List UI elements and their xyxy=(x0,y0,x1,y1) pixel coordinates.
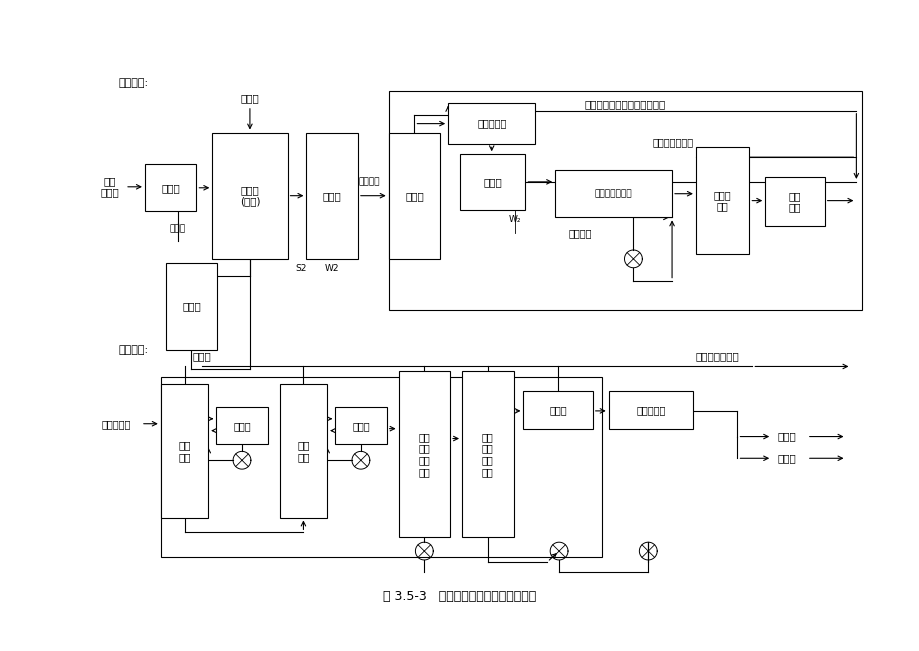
Bar xyxy=(461,372,513,537)
Text: W2: W2 xyxy=(324,264,339,273)
Text: 再生碏液: 再生碏液 xyxy=(568,229,592,238)
Bar xyxy=(161,384,208,518)
Text: 回流罐: 回流罐 xyxy=(233,421,251,431)
Text: 缓冲罐: 缓冲罐 xyxy=(161,183,180,193)
Bar xyxy=(279,384,327,518)
Bar xyxy=(388,91,861,310)
Text: 酸性气体去火芲: 酸性气体去火芲 xyxy=(652,137,693,147)
Text: 粗丙
烯丙
烷分
离塔: 粗丙 烯丙 烷分 离塔 xyxy=(418,432,430,477)
Bar xyxy=(448,103,535,145)
Bar xyxy=(554,170,672,217)
Text: 抚提塔: 抚提塔 xyxy=(323,191,341,201)
Bar xyxy=(608,391,692,428)
Text: W₂: W₂ xyxy=(507,215,520,224)
Text: 精丙烯: 精丙烯 xyxy=(777,432,795,441)
Text: 外送缓冲罐: 外送缓冲罐 xyxy=(635,405,664,415)
Text: 乙醇胺: 乙醇胺 xyxy=(240,93,259,103)
Bar xyxy=(216,407,267,445)
Text: 图 3.5-3   气分装置工艺污染流程示意图: 图 3.5-3 气分装置工艺污染流程示意图 xyxy=(383,590,536,603)
Text: 沉降罐: 沉降罐 xyxy=(482,177,502,187)
Text: 二硫化物分离罐: 二硫化物分离罐 xyxy=(595,189,631,198)
Text: 去火炬: 去火炬 xyxy=(169,225,186,234)
Text: 回流罐: 回流罐 xyxy=(549,405,566,415)
Bar xyxy=(144,164,196,212)
Text: 精丙
烯丙
烷分
离塔: 精丙 烯丙 烷分 离塔 xyxy=(482,432,494,477)
Text: 脱丙
烷塔: 脱丙 烷塔 xyxy=(178,440,190,462)
Text: 净化后石油液化气去气分装置: 净化后石油液化气去气分装置 xyxy=(584,99,665,109)
Text: 再生塔: 再生塔 xyxy=(182,301,200,311)
Bar xyxy=(388,133,439,259)
Text: 压缩空气: 压缩空气 xyxy=(357,177,380,186)
Text: 回流罐: 回流罐 xyxy=(352,421,369,431)
Text: 水洗混合器: 水洗混合器 xyxy=(477,118,505,129)
Bar xyxy=(165,263,217,350)
Text: 脱乙
烷塔: 脱乙 烷塔 xyxy=(297,440,310,462)
Bar xyxy=(212,133,288,259)
Text: 送出
装置: 送出 装置 xyxy=(788,191,800,212)
Text: 脲硫部分:: 脲硫部分: xyxy=(118,78,148,88)
Text: 液化气: 液化气 xyxy=(777,453,795,464)
Text: S2: S2 xyxy=(295,264,307,273)
Text: 分离部分:: 分离部分: xyxy=(118,345,148,355)
Text: 二硫化
物罐: 二硫化 物罐 xyxy=(713,190,731,212)
Bar xyxy=(460,154,525,210)
Bar xyxy=(335,407,386,445)
Text: 瓦斯去瓦斯系统: 瓦斯去瓦斯系统 xyxy=(695,352,739,361)
Bar xyxy=(161,378,601,557)
Bar xyxy=(695,147,749,254)
Text: 脲硫塔
(碏液): 脲硫塔 (碏液) xyxy=(240,185,260,206)
Text: 氧化塔: 氧化塔 xyxy=(404,191,424,201)
Text: 液化
石油气: 液化 石油气 xyxy=(101,176,119,198)
Bar xyxy=(765,177,823,227)
Text: 去火炬: 去火炬 xyxy=(193,352,211,361)
Bar xyxy=(523,391,592,428)
Text: 净化液化气: 净化液化气 xyxy=(101,419,130,429)
Bar xyxy=(398,372,449,537)
Bar xyxy=(306,133,357,259)
